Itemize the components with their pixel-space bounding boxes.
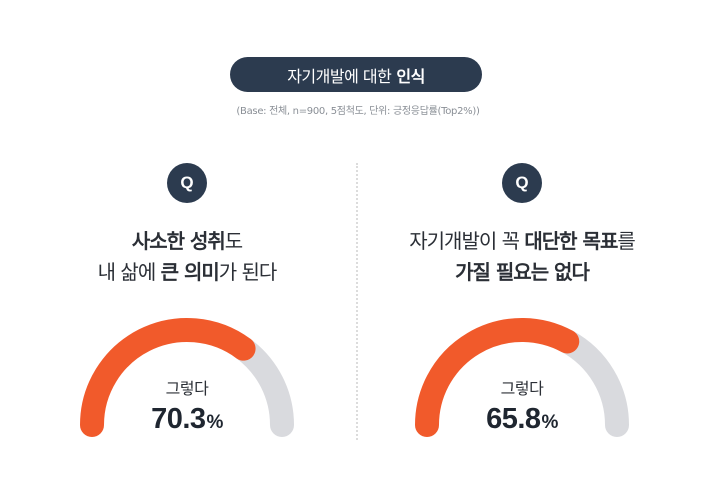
dotted-divider <box>356 163 358 440</box>
plain-text: 내 삶에 <box>97 260 161 284</box>
gauge-arc <box>80 318 294 437</box>
question-text: 자기개발이 꼭 대단한 목표를 가질 필요는 없다 <box>372 226 672 288</box>
gauge-arc <box>415 318 629 437</box>
gauge-unit: % <box>541 412 559 433</box>
panel-1: Q 사소한 성취도 내 삶에 큰 의미가 된다 그렇다 70.3% <box>37 0 337 498</box>
gauge-number: 65.8 <box>486 403 541 435</box>
question-line-1: 자기개발이 꼭 대단한 목표를 <box>372 226 672 257</box>
gauge-label: 그렇다 <box>165 379 209 398</box>
title-pill: 자기개발에 대한 인식 <box>230 57 482 92</box>
emphasis-text: 가질 필요는 없다 <box>455 260 590 284</box>
gauge-label: 그렇다 <box>500 379 544 398</box>
gauge-value: 70.3% <box>37 403 337 436</box>
emphasis-text: 대단한 목표 <box>524 229 618 253</box>
title-regular: 자기개발에 대한 <box>287 66 392 86</box>
gauge-fill <box>80 318 256 437</box>
gauge-unit: % <box>206 412 224 433</box>
base-note: (Base: 전체, n=900, 5점척도, 단위: 긍정응답률(Top2%)… <box>236 106 480 117</box>
gauge-fill <box>415 318 580 437</box>
gauge-number: 70.3 <box>151 403 206 435</box>
panel-2: Q 자기개발이 꼭 대단한 목표를 가질 필요는 없다 그렇다 65.8% <box>372 0 672 498</box>
gauge-chart: 그렇다 65.8% <box>372 300 672 450</box>
gauge-chart: 그렇다 70.3% <box>37 300 337 450</box>
question-text: 사소한 성취도 내 삶에 큰 의미가 된다 <box>37 226 337 288</box>
plain-text: 도 <box>224 229 243 253</box>
question-line-1: 사소한 성취도 <box>37 226 337 257</box>
q-icon: Q <box>167 163 207 203</box>
question-line-2: 내 삶에 큰 의미가 된다 <box>37 257 337 288</box>
plain-text: 자기개발이 꼭 <box>409 229 525 253</box>
question-line-2: 가질 필요는 없다 <box>372 257 672 288</box>
q-icon: Q <box>502 163 542 203</box>
emphasis-text: 큰 의미 <box>160 260 220 284</box>
title-bold: 인식 <box>396 66 425 86</box>
plain-text: 를 <box>617 229 635 253</box>
plain-text: 가 된다 <box>218 260 278 284</box>
emphasis-text: 사소한 성취 <box>131 229 226 253</box>
gauge-value: 65.8% <box>372 403 672 436</box>
